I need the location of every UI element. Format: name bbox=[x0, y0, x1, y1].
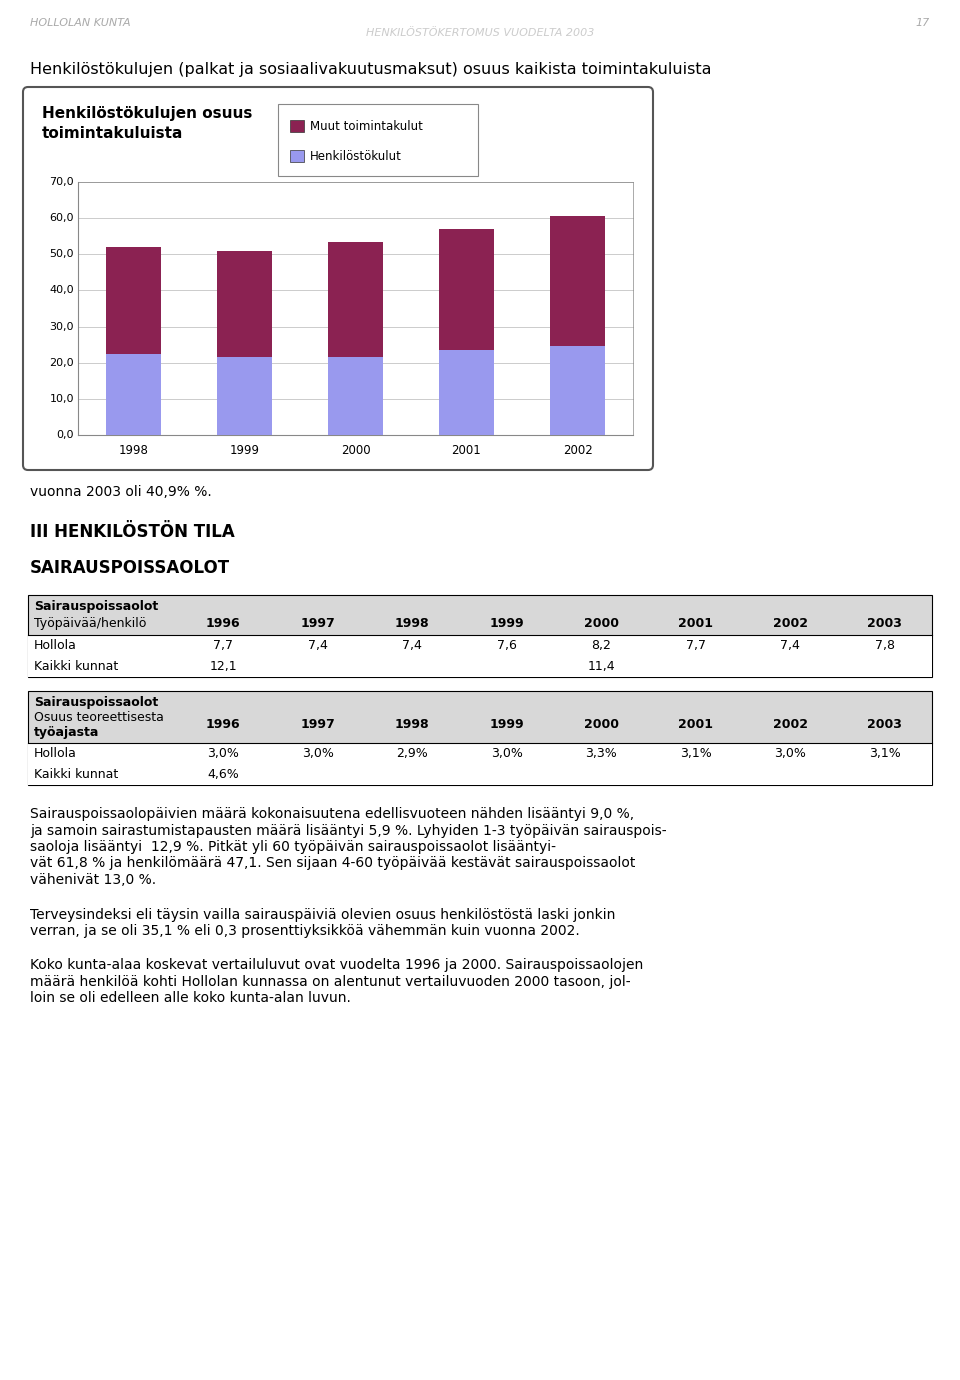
Text: määrä henkilöä kohti Hollolan kunnassa on alentunut vertailuvuoden 2000 tasoon, : määrä henkilöä kohti Hollolan kunnassa o… bbox=[30, 976, 631, 989]
Text: 3,3%: 3,3% bbox=[586, 747, 617, 760]
Text: 1998: 1998 bbox=[119, 444, 149, 458]
Text: SAIRAUSPOISSAOLOT: SAIRAUSPOISSAOLOT bbox=[30, 559, 230, 577]
Text: Työpäivää/henkilö: Työpäivää/henkilö bbox=[34, 617, 146, 631]
Text: 40,0: 40,0 bbox=[49, 286, 74, 295]
Text: 2001: 2001 bbox=[451, 444, 481, 458]
Text: Henkilöstökulujen osuus: Henkilöstökulujen osuus bbox=[42, 106, 252, 121]
Text: 10,0: 10,0 bbox=[50, 393, 74, 404]
Text: 2001: 2001 bbox=[679, 718, 713, 731]
Bar bbox=[290, 150, 304, 161]
Text: 11,4: 11,4 bbox=[588, 660, 615, 673]
Bar bbox=[28, 635, 932, 678]
Text: 1997: 1997 bbox=[300, 718, 335, 731]
Text: vähenivät 13,0 %.: vähenivät 13,0 %. bbox=[30, 874, 156, 887]
Text: vuonna 2003 oli 40,9% %.: vuonna 2003 oli 40,9% %. bbox=[30, 484, 212, 500]
Text: 7,4: 7,4 bbox=[780, 639, 801, 651]
Text: Koko kunta-alaa koskevat vertailuluvut ovat vuodelta 1996 ja 2000. Sairauspoissa: Koko kunta-alaa koskevat vertailuluvut o… bbox=[30, 959, 643, 973]
Text: 1999: 1999 bbox=[229, 444, 259, 458]
Text: 7,4: 7,4 bbox=[308, 639, 327, 651]
Bar bbox=[28, 595, 932, 678]
Text: 7,7: 7,7 bbox=[685, 639, 706, 651]
Text: Henkilöstökulut: Henkilöstökulut bbox=[310, 149, 402, 163]
Text: Muut toimintakulut: Muut toimintakulut bbox=[310, 120, 422, 132]
Text: Kaikki kunnat: Kaikki kunnat bbox=[34, 660, 118, 673]
Text: 3,0%: 3,0% bbox=[301, 747, 334, 760]
Text: 20,0: 20,0 bbox=[49, 357, 74, 367]
Text: 3,1%: 3,1% bbox=[869, 747, 900, 760]
Text: toimintakuluista: toimintakuluista bbox=[42, 126, 183, 141]
Text: III HENKILÖSTÖN TILA: III HENKILÖSTÖN TILA bbox=[30, 523, 235, 541]
Text: 2002: 2002 bbox=[773, 617, 807, 631]
Text: Sairauspoissaolopäivien määrä kokonaisuutena edellisvuoteen nähden lisääntyi 9,0: Sairauspoissaolopäivien määrä kokonaisuu… bbox=[30, 807, 635, 821]
Bar bbox=[217, 357, 273, 435]
Text: 3,1%: 3,1% bbox=[680, 747, 711, 760]
Text: 1996: 1996 bbox=[206, 617, 241, 631]
Text: 50,0: 50,0 bbox=[50, 250, 74, 259]
Text: HOLLOLAN KUNTA: HOLLOLAN KUNTA bbox=[30, 18, 131, 28]
Text: 2003: 2003 bbox=[867, 617, 902, 631]
Text: vät 61,8 % ja henkilömäärä 47,1. Sen sijaan 4-60 työpäivää kestävät sairauspoiss: vät 61,8 % ja henkilömäärä 47,1. Sen sij… bbox=[30, 857, 636, 871]
Text: 3,0%: 3,0% bbox=[207, 747, 239, 760]
Text: 1998: 1998 bbox=[395, 718, 429, 731]
Text: 3,0%: 3,0% bbox=[775, 747, 806, 760]
Text: 2003: 2003 bbox=[867, 718, 902, 731]
Text: 4,6%: 4,6% bbox=[207, 769, 239, 781]
Bar bbox=[550, 217, 605, 346]
Text: 2000: 2000 bbox=[584, 718, 619, 731]
Text: HENKILÖSTÖKERTOMUS VUODELTA 2003: HENKILÖSTÖKERTOMUS VUODELTA 2003 bbox=[366, 28, 594, 39]
Bar bbox=[290, 120, 304, 132]
Text: loin se oli edelleen alle koko kunta-alan luvun.: loin se oli edelleen alle koko kunta-ala… bbox=[30, 991, 350, 1006]
Text: ja samoin sairastumistapausten määrä lisääntyi 5,9 %. Lyhyiden 1-3 työpäivän sai: ja samoin sairastumistapausten määrä lis… bbox=[30, 824, 666, 838]
Bar bbox=[28, 742, 932, 785]
Bar bbox=[439, 229, 494, 351]
Text: Hollola: Hollola bbox=[34, 747, 77, 760]
Text: 2002: 2002 bbox=[773, 718, 807, 731]
Text: verran, ja se oli 35,1 % eli 0,3 prosenttiyksikköä vähemmän kuin vuonna 2002.: verran, ja se oli 35,1 % eli 0,3 prosent… bbox=[30, 925, 580, 938]
Bar bbox=[106, 247, 161, 353]
Text: 1998: 1998 bbox=[395, 617, 429, 631]
Text: Henkilöstökulujen (palkat ja sosiaalivakuutusmaksut) osuus kaikista toimintakulu: Henkilöstökulujen (palkat ja sosiaalivak… bbox=[30, 62, 711, 77]
Text: 2002: 2002 bbox=[563, 444, 592, 458]
Text: 8,2: 8,2 bbox=[591, 639, 612, 651]
Text: 7,7: 7,7 bbox=[213, 639, 233, 651]
Text: Sairauspoissaolot: Sairauspoissaolot bbox=[34, 600, 158, 613]
Bar bbox=[106, 353, 161, 435]
Text: 30,0: 30,0 bbox=[50, 322, 74, 331]
Text: Hollola: Hollola bbox=[34, 639, 77, 651]
Text: 1999: 1999 bbox=[490, 617, 524, 631]
Bar bbox=[327, 241, 383, 357]
Text: 17: 17 bbox=[916, 18, 930, 28]
Text: Sairauspoissaolot: Sairauspoissaolot bbox=[34, 696, 158, 709]
Text: 2000: 2000 bbox=[584, 617, 619, 631]
Text: Kaikki kunnat: Kaikki kunnat bbox=[34, 769, 118, 781]
Bar bbox=[217, 251, 273, 357]
Text: 0,0: 0,0 bbox=[57, 431, 74, 440]
Bar bbox=[439, 351, 494, 435]
Text: 70,0: 70,0 bbox=[49, 177, 74, 188]
Text: 2001: 2001 bbox=[679, 617, 713, 631]
Text: 7,4: 7,4 bbox=[402, 639, 422, 651]
Bar bbox=[278, 104, 478, 177]
Text: työajasta: työajasta bbox=[34, 726, 100, 740]
Text: 2000: 2000 bbox=[341, 444, 371, 458]
Bar bbox=[327, 357, 383, 435]
Text: 3,0%: 3,0% bbox=[491, 747, 522, 760]
FancyBboxPatch shape bbox=[23, 87, 653, 471]
Text: 2,9%: 2,9% bbox=[396, 747, 428, 760]
Bar bbox=[550, 346, 605, 435]
Text: 1996: 1996 bbox=[206, 718, 241, 731]
Text: saoloja lisääntyi  12,9 %. Pitkät yli 60 työpäivän sairauspoissaolot lisääntyi-: saoloja lisääntyi 12,9 %. Pitkät yli 60 … bbox=[30, 840, 556, 854]
Bar bbox=[28, 691, 932, 785]
Text: Terveysindeksi eli täysin vailla sairauspäiviä olevien osuus henkilöstöstä laski: Terveysindeksi eli täysin vailla sairaus… bbox=[30, 908, 615, 922]
Text: 1999: 1999 bbox=[490, 718, 524, 731]
Text: Osuus teoreettisesta: Osuus teoreettisesta bbox=[34, 711, 164, 724]
Text: 7,8: 7,8 bbox=[875, 639, 895, 651]
Text: 12,1: 12,1 bbox=[209, 660, 237, 673]
Text: 60,0: 60,0 bbox=[50, 213, 74, 224]
Text: 1997: 1997 bbox=[300, 617, 335, 631]
Text: 7,6: 7,6 bbox=[497, 639, 516, 651]
